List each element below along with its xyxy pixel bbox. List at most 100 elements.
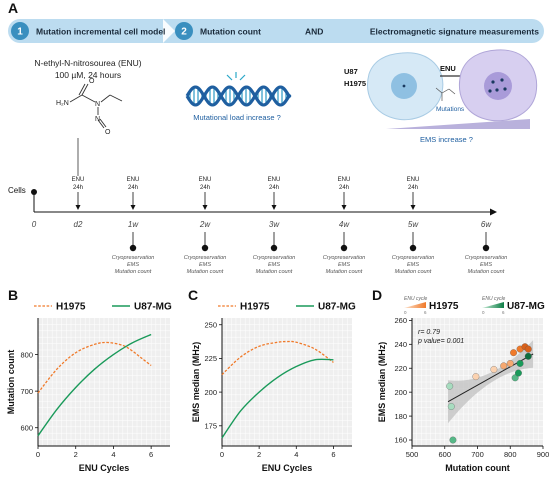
enu-treatment-label: ENU	[338, 177, 351, 183]
legend-label-h1975: H1975	[240, 302, 270, 313]
data-point-h1975	[506, 360, 514, 367]
data-point-u87-mg	[516, 360, 524, 367]
nucleus-dot	[402, 84, 406, 88]
enu-atom-n1: N	[95, 101, 100, 108]
data-point-h1975	[524, 345, 532, 353]
timeline-time-label: d2	[74, 220, 83, 229]
enu-arrow-label: ENU	[440, 64, 456, 73]
x-axis-title: Mutation count	[445, 463, 510, 473]
enu-structure	[69, 83, 123, 129]
enu-treatment-label: ENU	[407, 177, 420, 183]
x-tick-label: 800	[504, 450, 517, 459]
step-1-label: Mutation incremental cell model	[36, 27, 165, 37]
enu-dose: 100 µM, 24 hours	[55, 70, 121, 80]
timeline-time-label: 4w	[339, 220, 350, 229]
timeline-time-label: 0	[32, 220, 37, 229]
banner-background	[8, 19, 544, 43]
timeline-start-label: Cells	[8, 186, 26, 195]
x-tick-label: 0	[36, 450, 40, 459]
legend-label-u87: U87-MG	[318, 302, 356, 313]
y-tick-label: 700	[20, 387, 33, 396]
step-2-label: Mutation count	[200, 27, 261, 37]
enu-treatment-arrowhead	[271, 205, 277, 210]
enu-treatment-arrowhead	[202, 205, 208, 210]
panel-label-b: B	[8, 287, 18, 303]
enu-duration-label: 24h	[408, 185, 418, 191]
cell-line-h1975-label: H1975	[344, 79, 366, 88]
chart-d: 500 600 700 800 900160180200220240260Mutatio…	[377, 296, 549, 473]
legend-cycle-label: ENU cycle	[404, 296, 428, 302]
enu-treatment-arrowhead	[75, 205, 81, 210]
sample-description: Cryopreservation	[253, 255, 296, 261]
legend-label-h1975: H1975	[429, 301, 459, 312]
y-tick-label: 200	[394, 388, 407, 397]
step-1-number: 1	[17, 27, 23, 38]
step-2-circle	[175, 22, 193, 40]
sample-description: Cryopreservation	[465, 255, 508, 261]
sample-description: Cryopreservation	[112, 255, 155, 261]
data-point-h1975	[472, 373, 480, 381]
enu-name: N-ethyl-N-nitrosourea (ENU)	[34, 58, 141, 68]
data-point-h1975	[490, 365, 498, 373]
sample-description: EMS	[268, 262, 280, 268]
enu-info: N-ethyl-N-nitrosourea (ENU) 100 µM, 24 h…	[34, 58, 141, 80]
cells-schematic: U87 H1975 ENU Mutations EMS increase ?	[344, 49, 538, 144]
panel-label-d: D	[372, 287, 382, 303]
y-tick-label: 250	[204, 320, 217, 329]
mutation-dot	[488, 89, 492, 93]
legend-cycle-min: 0	[404, 310, 407, 315]
enu-treatment-label: ENU	[199, 177, 212, 183]
enu-duration-label: 24h	[269, 185, 279, 191]
sample-description: EMS	[199, 262, 211, 268]
series-line-u87-mg	[37, 333, 152, 437]
data-point-u87-mg	[447, 403, 455, 410]
data-point-u87-mg	[446, 382, 454, 390]
legend-cycle-max: 6	[502, 310, 505, 315]
legend-cycle-max: 6	[424, 310, 427, 315]
panel-label-c: C	[188, 287, 198, 303]
enu-duration-label: 24h	[200, 185, 210, 191]
cell-line-u87-label: U87	[344, 67, 358, 76]
sample-description: EMS	[127, 262, 139, 268]
enu-duration-label: 24h	[128, 185, 138, 191]
dna-helix	[185, 85, 292, 107]
sample-dot	[129, 244, 137, 252]
y-axis-title: EMS median (MHz)	[377, 342, 387, 423]
enu-treatment-label: ENU	[268, 177, 281, 183]
legend-wedge-u87	[482, 302, 504, 308]
panel-label-a: A	[8, 0, 18, 16]
sample-description: Mutation count	[187, 269, 224, 275]
dna-strand	[185, 85, 292, 107]
sample-dot	[270, 244, 278, 252]
x-axis-title: ENU Cycles	[79, 463, 130, 473]
y-tick-label: 220	[394, 364, 407, 373]
mutations-label: Mutations	[436, 106, 465, 113]
legend-wedge-h1975	[404, 302, 426, 308]
enu-atom-h2n: H₂N	[56, 100, 69, 107]
x-tick-label: 2	[257, 450, 261, 459]
mutation-dot	[495, 88, 499, 92]
x-tick-label: 6	[149, 450, 153, 459]
mutation-dot	[500, 78, 504, 82]
dna-burst	[226, 72, 246, 81]
x-axis-title: ENU Cycles	[262, 463, 313, 473]
timeline: Cells 0 d2 1w 2w 3w 4w 5w 6w ENU 24h ENU 24h ENU 24h E…	[8, 177, 507, 275]
sample-description: Mutation count	[256, 269, 293, 275]
chart-c: 0 2 4 6 175 200 225 250 ENU Cycles EMS median (MH…	[191, 302, 356, 474]
x-tick-label: 500	[406, 450, 419, 459]
enu-treatment-label: ENU	[72, 177, 85, 183]
step-2-right-label: Electromagnetic signature measurements	[370, 27, 539, 37]
x-tick-label: 4	[111, 450, 115, 459]
sample-description: Cryopreservation	[184, 255, 227, 261]
sample-description: EMS	[407, 262, 419, 268]
banner-divider-arrow	[163, 19, 175, 43]
sample-description: EMS	[338, 262, 350, 268]
nucleus-after	[484, 72, 512, 100]
mutation-dot	[491, 80, 495, 84]
sample-description: Mutation count	[326, 269, 363, 275]
legend-label-h1975: H1975	[56, 302, 86, 313]
mutation-dot	[503, 87, 507, 91]
legend-label-u87: U87-MG	[507, 301, 545, 312]
ems-increase-wedge	[386, 119, 530, 129]
sample-dot	[482, 244, 490, 252]
